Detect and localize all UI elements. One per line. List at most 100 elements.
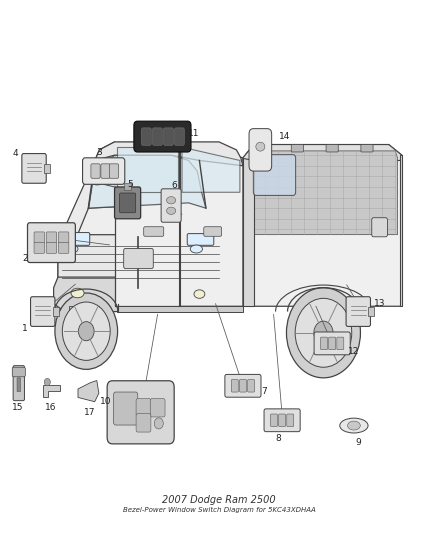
FancyBboxPatch shape [13,366,25,401]
Polygon shape [243,158,254,306]
FancyBboxPatch shape [34,243,45,253]
FancyBboxPatch shape [91,164,100,179]
Text: 7: 7 [261,386,267,395]
FancyBboxPatch shape [368,307,374,316]
Text: 15: 15 [12,402,24,411]
FancyBboxPatch shape [264,409,300,432]
FancyBboxPatch shape [115,187,141,219]
FancyBboxPatch shape [58,232,69,243]
Ellipse shape [194,290,205,298]
FancyBboxPatch shape [287,414,294,426]
Text: 14: 14 [279,132,290,141]
FancyBboxPatch shape [110,164,119,179]
Text: 2: 2 [22,254,28,263]
FancyBboxPatch shape [231,379,238,392]
FancyBboxPatch shape [314,332,350,355]
Ellipse shape [166,207,176,214]
Text: 17: 17 [84,408,95,417]
FancyBboxPatch shape [12,367,25,377]
Text: 6: 6 [172,181,177,190]
FancyBboxPatch shape [101,164,110,179]
Circle shape [78,321,94,341]
Polygon shape [243,144,402,160]
FancyBboxPatch shape [249,128,272,171]
FancyBboxPatch shape [53,307,59,316]
Text: 4: 4 [13,149,18,158]
FancyBboxPatch shape [136,399,151,417]
Polygon shape [243,144,402,306]
FancyBboxPatch shape [321,337,328,350]
Polygon shape [117,147,178,192]
Polygon shape [78,203,210,245]
Polygon shape [95,142,243,166]
Circle shape [62,302,110,360]
FancyBboxPatch shape [256,144,268,152]
FancyBboxPatch shape [225,374,261,397]
FancyBboxPatch shape [113,392,138,425]
FancyBboxPatch shape [31,297,55,326]
FancyBboxPatch shape [150,399,165,417]
FancyBboxPatch shape [328,337,336,350]
Text: 11: 11 [188,130,199,139]
Text: 3: 3 [96,148,102,157]
FancyBboxPatch shape [44,164,50,173]
Text: 16: 16 [45,402,57,411]
Text: 13: 13 [374,299,386,308]
Circle shape [44,378,50,386]
Text: 5: 5 [127,180,133,189]
FancyBboxPatch shape [271,414,277,426]
Polygon shape [250,151,397,235]
FancyBboxPatch shape [204,227,222,236]
Text: 2007 Dodge Ram 2500: 2007 Dodge Ram 2500 [162,495,276,505]
FancyBboxPatch shape [134,121,191,152]
Circle shape [55,293,117,369]
FancyBboxPatch shape [61,232,90,245]
Text: 12: 12 [348,347,360,356]
Text: 9: 9 [355,438,361,447]
FancyBboxPatch shape [34,232,45,243]
Polygon shape [69,306,99,312]
Polygon shape [58,235,223,288]
FancyBboxPatch shape [82,158,125,184]
Polygon shape [53,277,228,312]
Ellipse shape [64,245,78,253]
FancyBboxPatch shape [361,144,373,152]
Ellipse shape [256,142,265,151]
FancyBboxPatch shape [124,183,131,190]
FancyBboxPatch shape [120,193,136,213]
FancyBboxPatch shape [164,128,173,146]
Ellipse shape [340,418,368,433]
FancyBboxPatch shape [124,248,153,269]
Polygon shape [43,385,60,397]
FancyBboxPatch shape [326,144,338,152]
Ellipse shape [190,245,202,253]
Polygon shape [78,381,99,402]
FancyBboxPatch shape [28,223,75,263]
Polygon shape [117,306,243,312]
Polygon shape [182,147,240,192]
Ellipse shape [154,418,163,429]
FancyBboxPatch shape [175,128,184,146]
FancyBboxPatch shape [46,243,57,253]
Polygon shape [180,142,243,306]
Polygon shape [399,155,402,306]
FancyBboxPatch shape [144,227,164,236]
FancyBboxPatch shape [22,154,46,183]
Ellipse shape [166,197,176,204]
FancyBboxPatch shape [279,414,286,426]
FancyBboxPatch shape [187,233,214,245]
Text: 8: 8 [275,434,281,443]
FancyBboxPatch shape [247,379,254,392]
Circle shape [295,298,352,367]
FancyBboxPatch shape [253,155,296,196]
FancyBboxPatch shape [107,381,174,444]
Text: Bezel-Power Window Switch Diagram for 5KC43XDHAA: Bezel-Power Window Switch Diagram for 5K… [123,507,315,513]
Polygon shape [88,155,206,208]
Polygon shape [58,142,115,312]
FancyBboxPatch shape [152,128,162,146]
FancyBboxPatch shape [136,414,151,432]
FancyBboxPatch shape [58,243,69,253]
Circle shape [314,321,333,344]
Text: 1: 1 [22,324,28,333]
FancyBboxPatch shape [46,232,57,243]
